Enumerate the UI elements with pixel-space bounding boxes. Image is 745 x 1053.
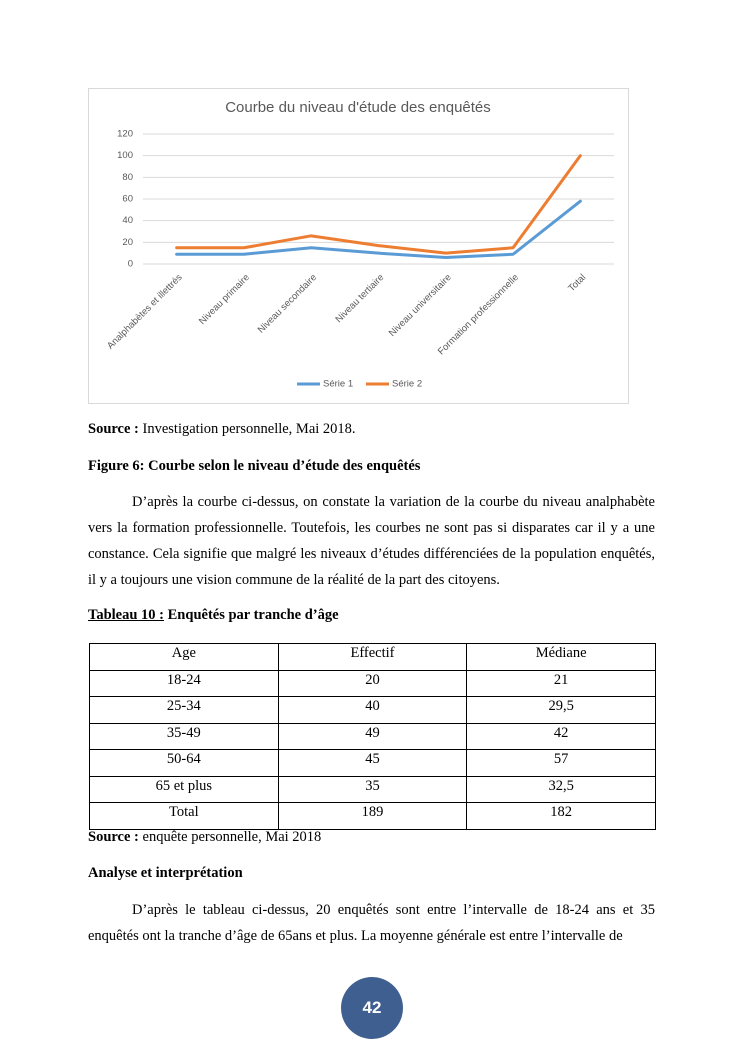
source-label: Source : <box>88 421 139 437</box>
legend-label: Série 2 <box>392 379 422 390</box>
table-cell: 65 et plus <box>89 775 279 803</box>
page-number: 42 <box>341 977 403 1039</box>
table-cell: Effectif <box>277 643 468 671</box>
chart: Courbe du niveau d'étude des enquêtés 0 2… <box>88 88 629 404</box>
table-cell: 45 <box>277 749 468 777</box>
table-cell: Age <box>89 643 279 671</box>
figure-caption: Figure 6: Courbe selon le niveau d’étude… <box>88 458 421 474</box>
table-row: 50-64 45 57 <box>89 749 656 777</box>
table-caption-text: Enquêtés par tranche d’âge <box>167 607 339 623</box>
table-cell: Total <box>89 802 279 830</box>
y-tick-label: 100 <box>117 150 133 161</box>
table-row: Total 189 182 <box>89 802 656 830</box>
table-cell: 35 <box>277 775 468 803</box>
source-text: Investigation personnelle, Mai 2018. <box>142 421 356 437</box>
chart-frame <box>88 88 629 404</box>
table-cell: 35-49 <box>89 722 279 750</box>
table-caption-label: Tableau 10 : <box>88 607 165 623</box>
table-cell: 182 <box>466 802 656 830</box>
source: Source : enquête personnelle, Mai 2018 <box>88 829 321 846</box>
table: Age Effectif Médiane 18-24 20 21 25-34 40 29,5 35… <box>89 643 656 830</box>
y-tick-label: 20 <box>122 237 133 248</box>
chart-title: Courbe du niveau d'étude des enquêtés <box>225 99 491 116</box>
table-cell: 189 <box>277 802 468 830</box>
table-row: 25-34 40 29,5 <box>89 696 656 724</box>
table-cell: 20 <box>277 669 468 697</box>
legend-label: Série 1 <box>323 379 353 390</box>
paragraph: D’après le tableau ci-dessus, 20 enquêté… <box>88 902 655 944</box>
section-title: Analyse et interprétation <box>88 865 243 881</box>
table-cell: 21 <box>466 669 656 697</box>
y-tick-label: 120 <box>117 129 133 140</box>
table-row: 18-24 20 21 <box>89 669 656 697</box>
line <box>175 199 582 259</box>
table-cell: 32,5 <box>466 775 656 803</box>
table-cell: 25-34 <box>89 696 279 724</box>
table-row: 35-49 49 42 <box>89 722 656 750</box>
source: Source : Investigation personnelle, Mai … <box>88 421 356 438</box>
table-cell: 40 <box>277 696 468 724</box>
table-cell: 50-64 <box>89 749 279 777</box>
table-caption: Tableau 10 : Enquêtés par tranche d’âge <box>88 607 339 624</box>
y-tick-label: 80 <box>122 172 133 183</box>
table-cell: 29,5 <box>466 696 656 724</box>
y-tick-label: 0 <box>128 259 133 270</box>
table-row: 65 et plus 35 32,5 <box>89 775 656 803</box>
table-row: Age Effectif Médiane <box>89 643 656 671</box>
table-cell: 57 <box>466 749 656 777</box>
table-cell: 18-24 <box>89 669 279 697</box>
source-label: Source : <box>88 829 139 845</box>
source-text: enquête personnelle, Mai 2018 <box>142 829 322 845</box>
line <box>175 154 582 255</box>
paragraph: D’après la courbe ci-dessus, on constate… <box>88 494 655 588</box>
table-cell: 42 <box>466 722 656 750</box>
table-cell: 49 <box>277 722 468 750</box>
y-tick-label: 40 <box>122 215 133 226</box>
table-cell: Médiane <box>466 643 656 671</box>
y-tick-label: 60 <box>122 194 133 205</box>
